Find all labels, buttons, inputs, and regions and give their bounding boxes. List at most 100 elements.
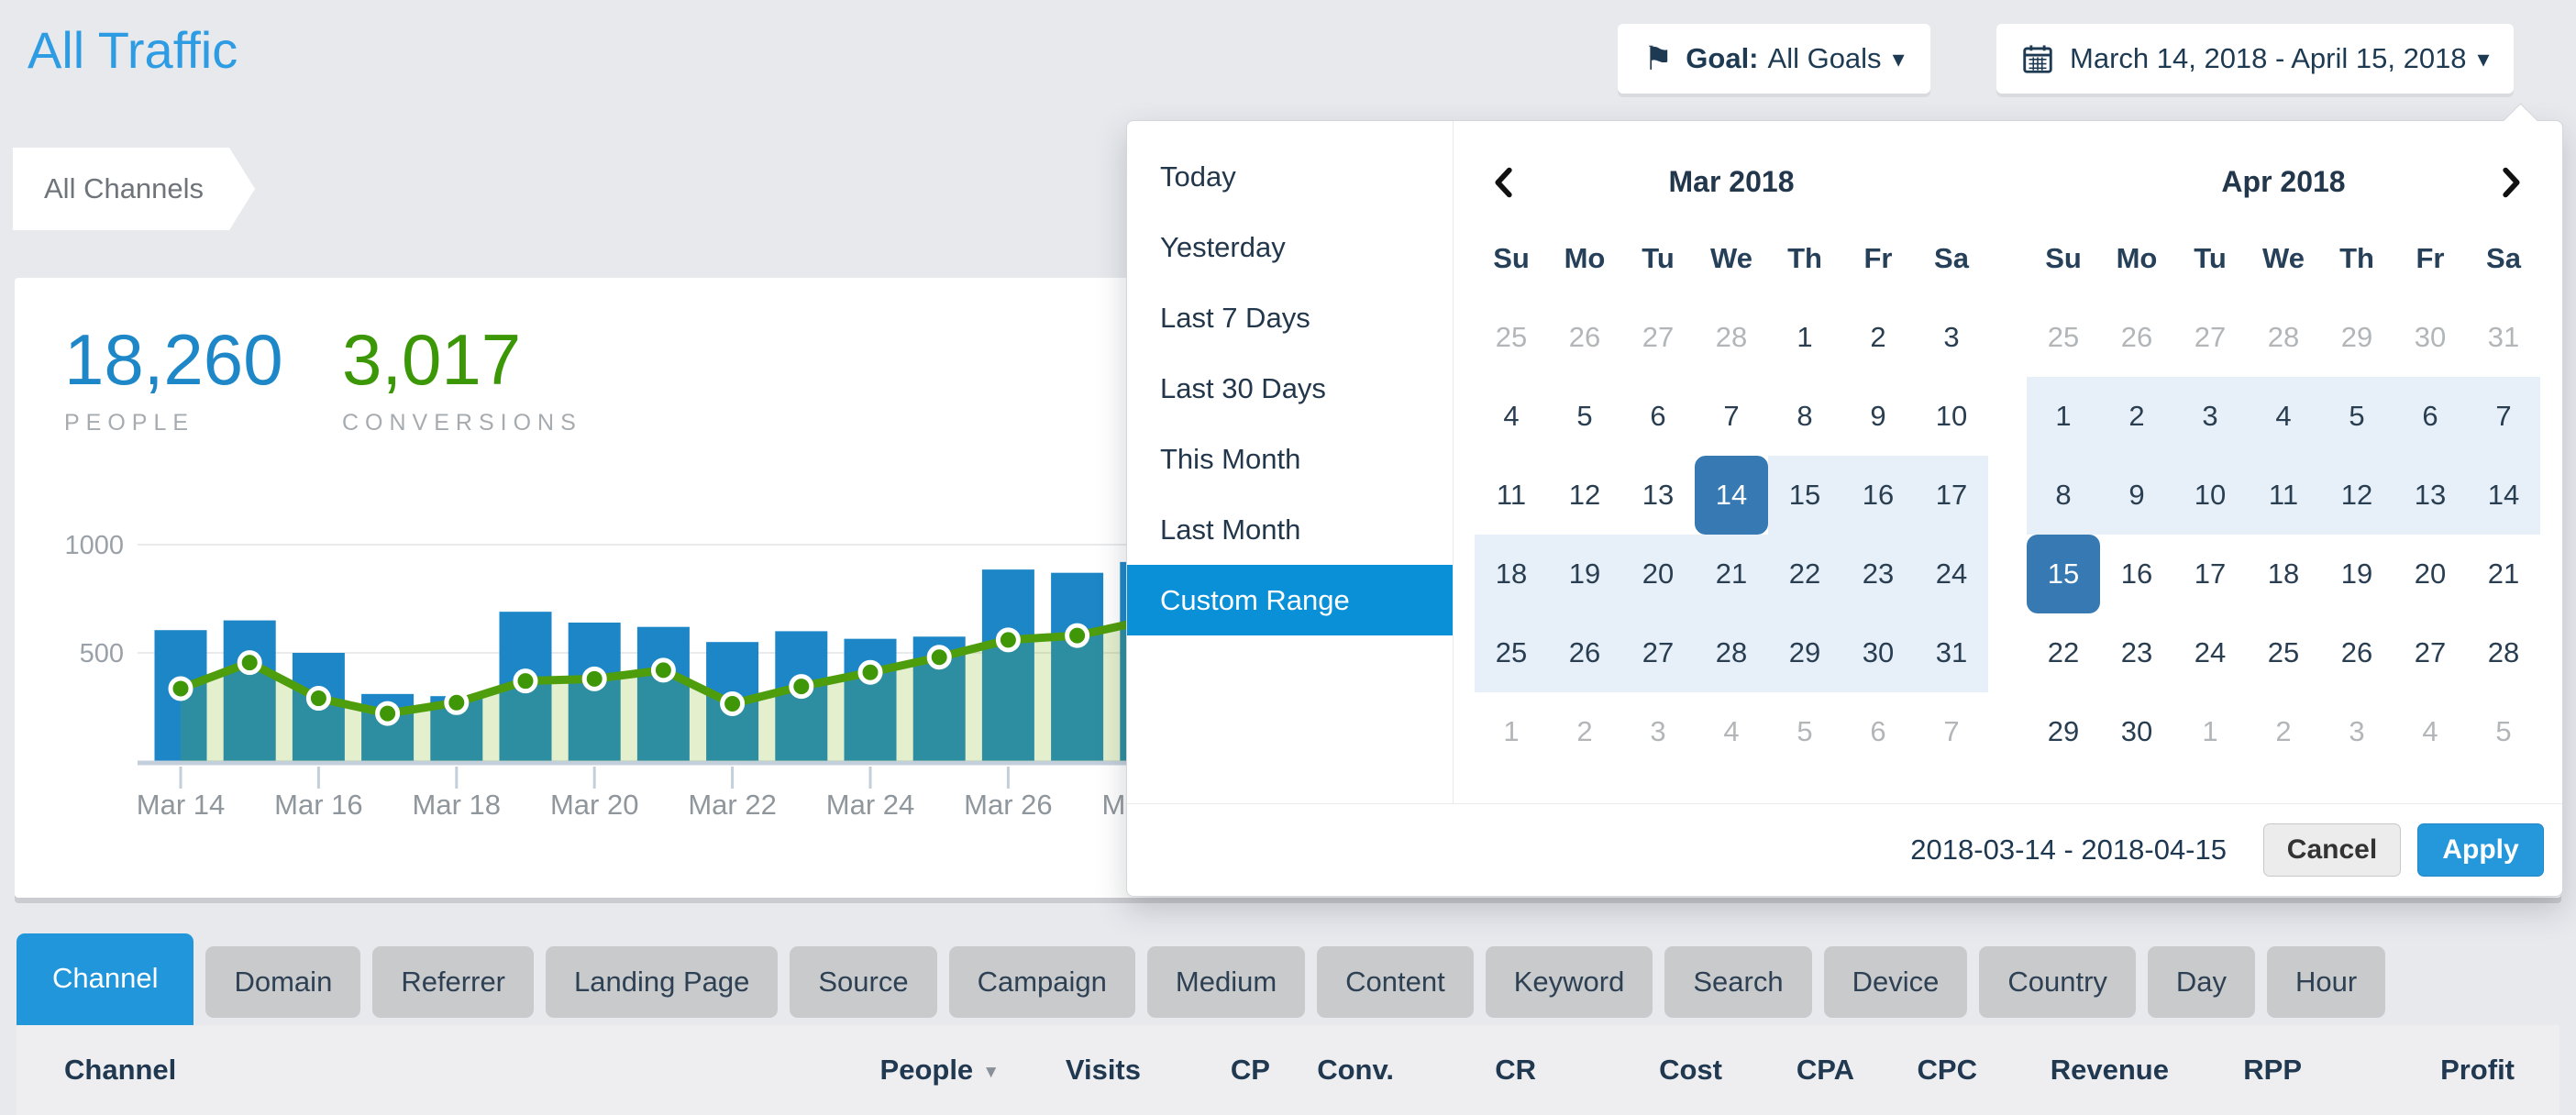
day-cell[interactable]: 11 <box>1496 479 1527 511</box>
day-cell[interactable]: 4 <box>2422 715 2438 747</box>
day-cell[interactable]: 18 <box>2267 558 2300 590</box>
day-cell[interactable]: 25 <box>2267 636 2300 668</box>
column-header-conv-[interactable]: Conv. <box>1317 1054 1394 1086</box>
day-cell[interactable]: 1 <box>1503 715 1520 747</box>
day-cell[interactable]: 31 <box>2487 321 2520 353</box>
shortcut-this-month[interactable]: This Month <box>1160 443 1301 475</box>
tab-country[interactable]: Country <box>1979 946 2136 1018</box>
next-month-icon[interactable] <box>2489 161 2531 204</box>
day-cell[interactable]: 2 <box>2100 377 2173 456</box>
day-cell[interactable]: 6 <box>1650 400 1666 432</box>
day-cell[interactable]: 2 <box>1576 715 1593 747</box>
tab-device[interactable]: Device <box>1823 946 1968 1018</box>
day-cell[interactable]: 11 <box>2247 456 2320 535</box>
day-cell[interactable]: 29 <box>1768 613 1841 692</box>
day-cell[interactable]: 12 <box>2320 456 2394 535</box>
day-cell[interactable]: 29 <box>2340 321 2373 353</box>
day-cell[interactable]: 15 <box>1768 456 1841 535</box>
shortcut-custom-range[interactable]: Custom Range <box>1127 565 1453 635</box>
day-cell[interactable]: 4 <box>2247 377 2320 456</box>
day-cell[interactable]: 7 <box>1943 715 1960 747</box>
tab-day[interactable]: Day <box>2147 946 2256 1018</box>
prev-month-icon[interactable] <box>1484 161 1526 204</box>
day-cell[interactable]: 28 <box>1715 321 1748 353</box>
day-cell[interactable]: 24 <box>1915 535 1988 613</box>
day-cell[interactable]: 17 <box>1915 456 1988 535</box>
tab-landing-page[interactable]: Landing Page <box>546 946 779 1018</box>
day-cell[interactable]: 25 <box>1475 613 1548 692</box>
day-cell[interactable]: 7 <box>2467 377 2540 456</box>
day-cell[interactable]: 24 <box>2194 636 2227 668</box>
day-cell[interactable]: 9 <box>2100 456 2173 535</box>
day-cell[interactable]: 29 <box>2047 715 2080 747</box>
day-cell[interactable]: 27 <box>2194 321 2227 353</box>
day-cell[interactable]: 16 <box>1841 456 1915 535</box>
column-header-cr[interactable]: CR <box>1495 1054 1536 1086</box>
column-header-profit[interactable]: Profit <box>2440 1054 2515 1086</box>
shortcut-last-7-days[interactable]: Last 7 Days <box>1160 302 1310 334</box>
day-cell[interactable]: 15 <box>2027 535 2100 613</box>
day-cell[interactable]: 8 <box>1797 400 1813 432</box>
day-cell[interactable]: 9 <box>1870 400 1886 432</box>
day-cell[interactable]: 6 <box>1870 715 1886 747</box>
apply-button[interactable]: Apply <box>2417 822 2544 877</box>
day-cell[interactable]: 19 <box>2340 558 2373 590</box>
day-cell[interactable]: 31 <box>1915 613 1988 692</box>
column-header-revenue[interactable]: Revenue <box>2050 1054 2169 1086</box>
day-cell[interactable]: 27 <box>1642 321 1675 353</box>
day-cell[interactable]: 27 <box>1621 613 1695 692</box>
day-cell[interactable]: 25 <box>1495 321 1528 353</box>
day-cell[interactable]: 3 <box>2173 377 2247 456</box>
day-cell[interactable]: 23 <box>2120 636 2153 668</box>
day-cell[interactable]: 20 <box>1621 535 1695 613</box>
day-cell[interactable]: 3 <box>2349 715 2365 747</box>
day-cell[interactable]: 26 <box>2340 636 2373 668</box>
day-cell[interactable]: 5 <box>2320 377 2394 456</box>
day-cell[interactable]: 26 <box>1568 321 1601 353</box>
day-cell[interactable]: 1 <box>2027 377 2100 456</box>
day-cell[interactable]: 22 <box>1768 535 1841 613</box>
day-cell[interactable]: 19 <box>1548 535 1621 613</box>
tab-keyword[interactable]: Keyword <box>1485 946 1653 1018</box>
column-header-cpa[interactable]: CPA <box>1796 1054 1854 1086</box>
shortcut-today[interactable]: Today <box>1160 160 1236 193</box>
channel-filter-tag[interactable]: All Channels <box>13 148 255 230</box>
day-cell[interactable]: 17 <box>2194 558 2227 590</box>
tab-campaign[interactable]: Campaign <box>948 946 1135 1018</box>
day-cell[interactable]: 13 <box>1642 479 1675 511</box>
tab-domain[interactable]: Domain <box>205 946 361 1018</box>
day-cell[interactable]: 4 <box>1503 400 1520 432</box>
shortcut-last-month[interactable]: Last Month <box>1160 513 1301 546</box>
day-cell[interactable]: 12 <box>1568 479 1601 511</box>
day-cell[interactable]: 14 <box>1695 456 1768 535</box>
day-cell[interactable]: 3 <box>1650 715 1666 747</box>
tab-hour[interactable]: Hour <box>2267 946 2386 1018</box>
day-cell[interactable]: 7 <box>1723 400 1740 432</box>
day-cell[interactable]: 22 <box>2047 636 2080 668</box>
column-header-people[interactable]: People ▼ <box>879 1054 1000 1086</box>
day-cell[interactable]: 2 <box>1870 321 1886 353</box>
day-cell[interactable]: 6 <box>2394 377 2467 456</box>
column-header-visits[interactable]: Visits <box>1065 1054 1141 1086</box>
day-cell[interactable]: 5 <box>1576 400 1593 432</box>
day-cell[interactable]: 21 <box>2487 558 2520 590</box>
day-cell[interactable]: 30 <box>1841 613 1915 692</box>
tab-medium[interactable]: Medium <box>1146 946 1306 1018</box>
date-range-button[interactable]: March 14, 2018 - April 15, 2018 ▾ <box>1996 24 2514 94</box>
tab-referrer[interactable]: Referrer <box>372 946 535 1018</box>
column-header-rpp[interactable]: RPP <box>2243 1054 2302 1086</box>
column-header-cpc[interactable]: CPC <box>1917 1054 1977 1086</box>
day-cell[interactable]: 18 <box>1475 535 1548 613</box>
day-cell[interactable]: 10 <box>1935 400 1968 432</box>
shortcut-last-30-days[interactable]: Last 30 Days <box>1160 372 1326 404</box>
day-cell[interactable]: 1 <box>1797 321 1813 353</box>
column-header-cp[interactable]: CP <box>1230 1054 1270 1086</box>
day-cell[interactable]: 27 <box>2414 636 2447 668</box>
day-cell[interactable]: 30 <box>2414 321 2447 353</box>
day-cell[interactable]: 30 <box>2120 715 2153 747</box>
tab-source[interactable]: Source <box>790 946 937 1018</box>
day-cell[interactable]: 5 <box>2495 715 2512 747</box>
day-cell[interactable]: 5 <box>1797 715 1813 747</box>
shortcut-yesterday[interactable]: Yesterday <box>1160 231 1286 263</box>
day-cell[interactable]: 16 <box>2120 558 2153 590</box>
